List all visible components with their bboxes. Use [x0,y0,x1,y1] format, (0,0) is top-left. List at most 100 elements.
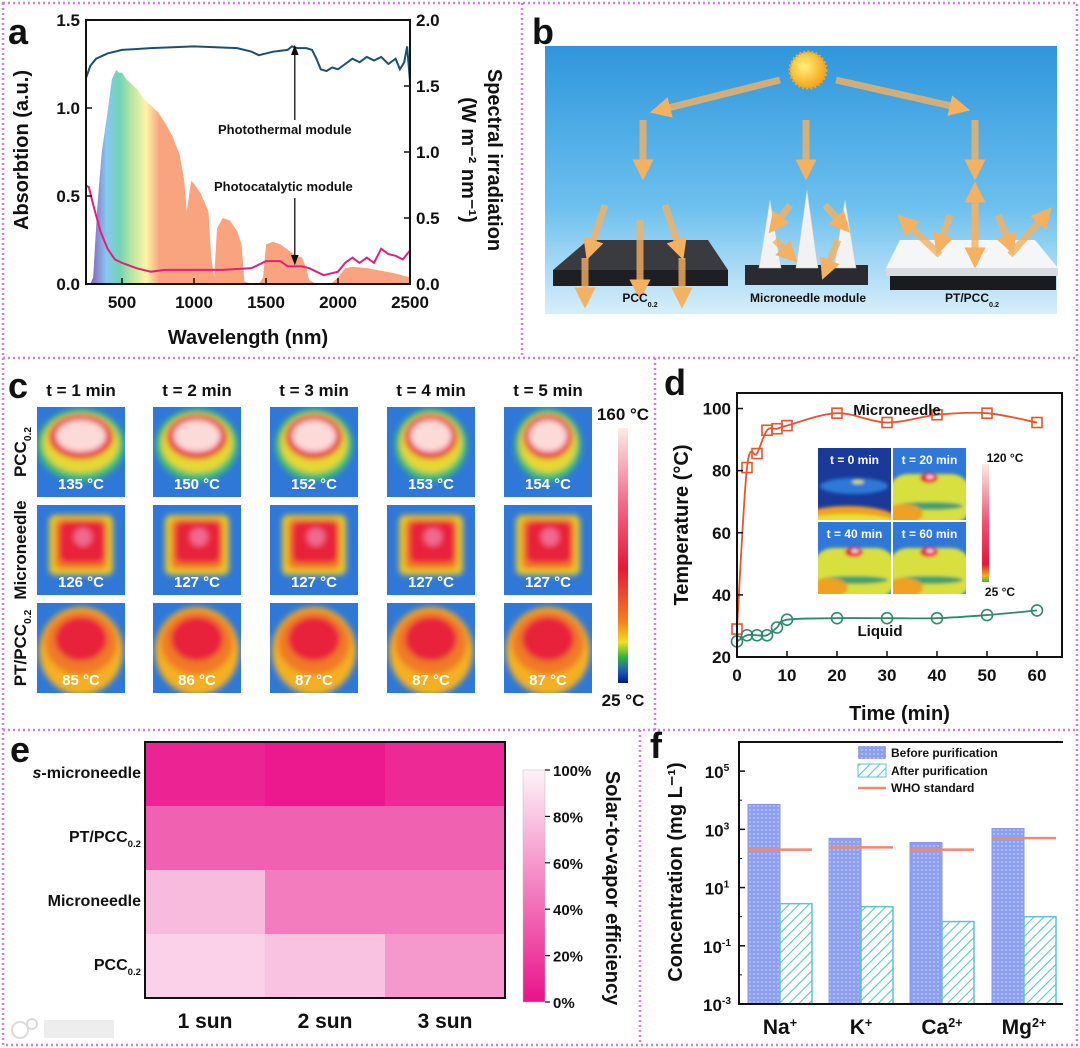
time-label: t = 1 min [46,381,115,400]
temperature-label: 86 °C [178,672,216,689]
x-tick-label: 2000 [319,293,357,312]
data-point [831,407,843,419]
heatmap-cell [265,806,386,871]
panel-label-d: d [664,362,686,403]
photothermal-annotation: Photothermal module [218,122,352,137]
x-tick-label: 1500 [247,293,285,312]
temperature-label: 85 °C [62,672,100,689]
category-label-part: + [790,1016,797,1030]
row-label: Microneedle [48,893,141,910]
temperature-label: 126 °C [58,574,104,591]
inset-colorbar [982,464,989,582]
thermal-image [504,603,592,693]
x-tick-label: 2500 [391,293,429,312]
inset-thermal-image [818,448,891,520]
y2-axis-units: (W m⁻² nm⁻¹) [457,97,479,223]
light-ray-arrow [835,76,971,116]
y-tick-label-part: 3 [724,821,730,832]
inset-thermal-image [893,448,966,520]
y2-tick-label: 2.0 [416,11,440,30]
heatmap-cell [385,870,506,935]
light-ray-arrow [583,203,609,260]
data-point [740,628,754,642]
data-point [771,422,783,435]
light-ray-arrow [768,202,793,234]
y-tick-label: 10-3 [703,996,731,1015]
inset-thermal-image [893,522,966,594]
temperature-label: 87 °C [529,672,567,689]
module-label-part: 0.2 [989,300,999,309]
data-point [760,628,774,642]
thermal-image [270,505,358,595]
colorbar [618,428,628,683]
data-point [751,447,763,460]
panel-label-f: f [650,725,663,766]
temperature-label: 154 °C [525,476,571,493]
category-label: Ca2+ [921,1016,962,1039]
row-label: s-microneedle [33,765,142,782]
plot-frame [738,741,1063,1005]
row-label-part: PCC [11,441,30,477]
y-tick-label: 100 [703,400,731,419]
series-line-0 [85,45,411,82]
panel-a-absorption-chart: a 500 1000 1500 2000 25000.00.51.01.50.00.51… [8,11,505,349]
category-label-part: Ca [921,1016,948,1039]
colorbar-tick-label: 20% [553,949,583,966]
legend-label-who: WHO standard [891,781,974,795]
legend-swatch-before [858,746,886,759]
thermal-image [270,603,358,693]
thermal-image [37,407,125,497]
category-label-part: 2+ [948,1016,962,1030]
data-point [770,621,784,634]
heatmap-cell [265,742,386,807]
category-label-part: Na [763,1016,790,1039]
temperature-label: 127 °C [525,574,571,591]
category-label-part: + [865,1016,872,1030]
colorbar-tick-label: 100% [553,763,591,780]
light-ray-arrow [822,202,851,233]
inset-colorbar-max: 120 °C [987,451,1024,465]
watermark-logo [11,1018,114,1039]
legend-label-after: After purification [891,764,988,778]
thermal-image [387,407,475,497]
thermal-image [387,603,475,693]
data-point [980,608,994,622]
panel-d-temperature-chart: d t = 0 min t = 20 min t = 40 min t = 60 mi… [664,362,1063,725]
panel-b-schematic: b PCC0.2 Microneedle module PT/PCC0.2 [532,11,1058,314]
heatmap-cell [385,806,506,871]
bar-before-purification [747,803,781,1005]
colorbar-tick-label: 0% [553,995,575,1012]
row-label-part: 0.2 [128,839,141,850]
pt-layer-front [886,268,1058,276]
row-label: PCC0.2 [11,427,34,477]
colorbar-tick-label: 60% [553,856,583,873]
x-tick-label: 40 [928,666,947,685]
time-label: t = 4 min [396,381,465,400]
temperature-label: 127 °C [174,574,220,591]
thermal-image [504,505,592,595]
column-label: 3 sun [418,1010,473,1033]
plot-frame [736,392,1063,658]
row-label-part: Microneedle [48,893,141,910]
data-point [750,628,764,642]
thermal-image [153,603,241,693]
module-label-part: 0.2 [648,300,658,309]
category-label: Mg2+ [1002,1016,1047,1039]
data-point [1031,416,1043,429]
y-tick-label-part: 10 [703,996,722,1015]
row-label-part: PT/PCC [69,829,128,846]
time-label: t = 5 min [513,381,582,400]
light-ray-arrow [649,76,781,118]
y-tick-label-part: 10 [705,821,724,840]
data-point [781,419,793,432]
x-tick-label: 60 [1028,666,1047,685]
row-label-part: PT/PCC [11,624,30,686]
thermal-image [270,407,358,497]
heatmap-frame [144,741,506,999]
data-point [830,611,844,625]
y2-tick-label: 1.0 [416,143,440,162]
row-label-part: s [33,765,42,782]
inset-time-label: t = 0 min [830,453,879,467]
